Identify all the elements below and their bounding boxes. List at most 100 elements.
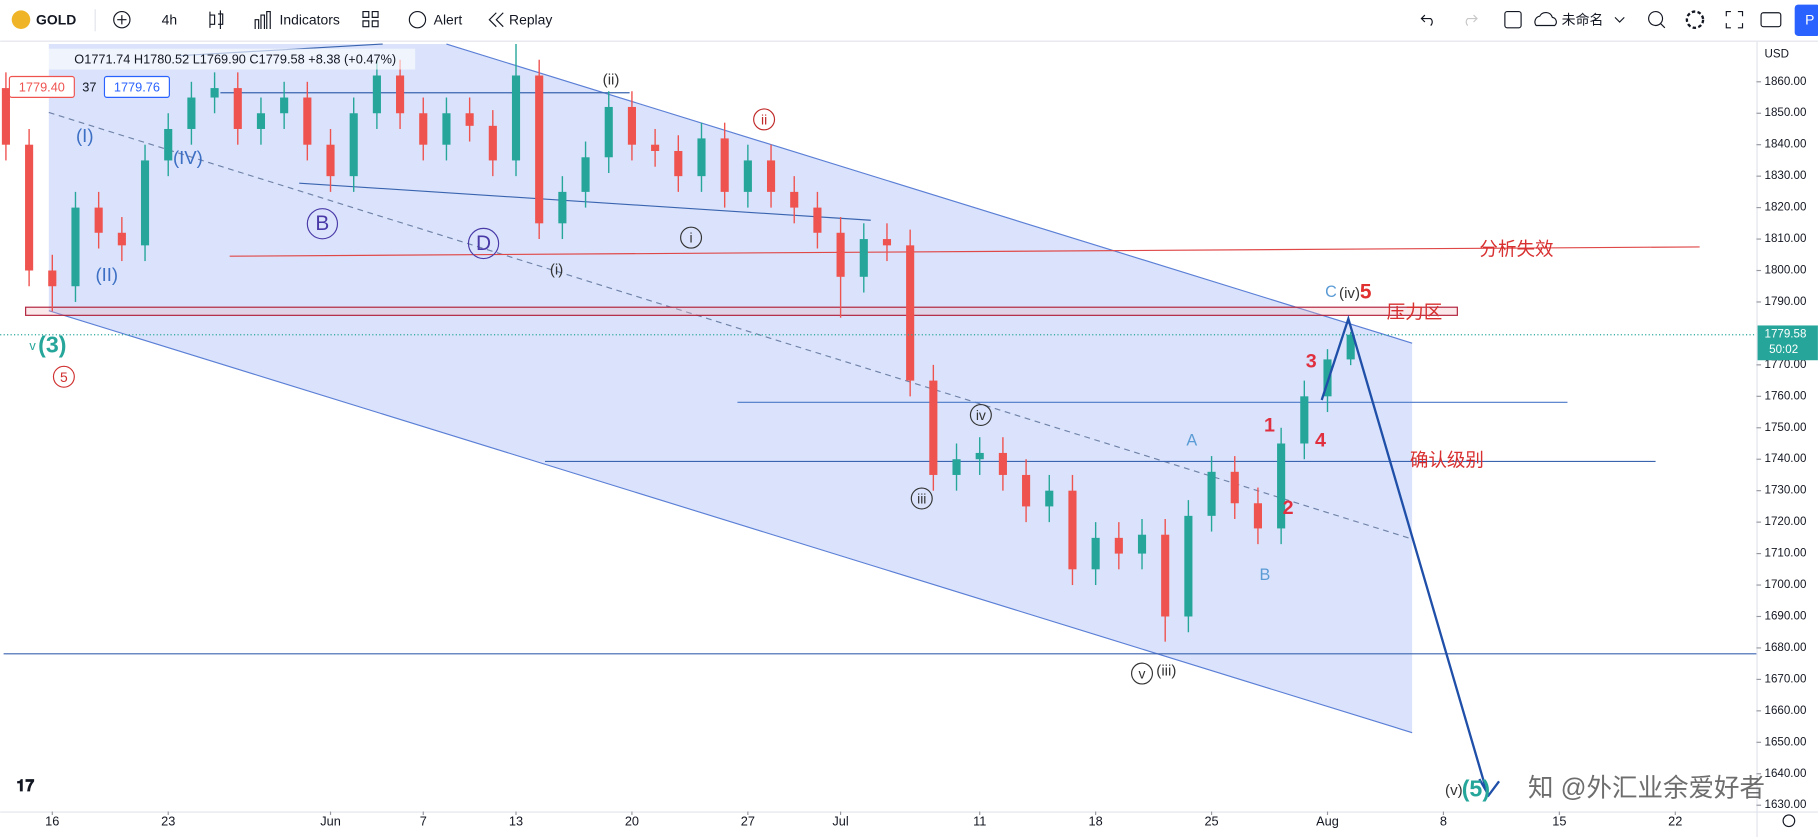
candle-body (1114, 537, 1123, 554)
candle-body (929, 380, 938, 475)
axis-settings[interactable] (1782, 814, 1796, 828)
templates[interactable] (362, 11, 379, 28)
candle-body (906, 245, 915, 381)
y-tick-label: 1710.00 (1765, 548, 1807, 560)
x-tick-label: 22 (1668, 813, 1682, 828)
y-tick-label: 1850.00 (1765, 107, 1807, 119)
snapshot[interactable] (1760, 12, 1782, 28)
alert[interactable]: Alert (434, 12, 463, 28)
publish[interactable]: P (1805, 12, 1814, 28)
candle-body (604, 106, 613, 158)
wave-circle (680, 226, 703, 249)
chart-type[interactable] (209, 10, 224, 29)
wave-label: (ii) (603, 71, 620, 88)
legend-bg (7, 48, 416, 70)
candle-body (1, 88, 10, 145)
wave-label: (3) (38, 331, 66, 357)
forecast-arrow (1320, 314, 1489, 795)
invalid-line (229, 246, 1700, 257)
candle-body (766, 160, 776, 192)
x-tick-label: 16 (45, 813, 59, 828)
candle-body (326, 144, 335, 177)
y-tick-label: 1790.00 (1765, 296, 1807, 308)
channel-top (446, 43, 1413, 344)
wave-label: iv (976, 407, 986, 423)
candle-body (882, 239, 892, 246)
wave-label: (i) (550, 262, 563, 279)
sell-price: 1779.40 (19, 79, 65, 94)
y-tick-label: 1660.00 (1765, 705, 1807, 717)
y-tick-label: 1750.00 (1765, 422, 1807, 434)
y-tick-label: 1770.00 (1765, 359, 1807, 371)
settings[interactable] (1685, 10, 1705, 29)
wave-label: C (1325, 283, 1337, 301)
indicators[interactable]: Indicators (280, 12, 340, 28)
candle-body (1022, 474, 1031, 507)
symbol[interactable]: GOLD (36, 12, 76, 28)
x-tick-label: 18 (1089, 813, 1103, 828)
wave-circle (52, 365, 75, 388)
wave-circle (753, 108, 776, 131)
x-tick-label: Jun (320, 813, 341, 828)
candle-body (743, 160, 752, 192)
replay-icon[interactable] (488, 12, 504, 28)
candle-body (511, 75, 521, 161)
x-tick-label: 7 (420, 813, 427, 828)
interval[interactable]: 4h (162, 12, 177, 28)
wave-label: (v) (1445, 782, 1463, 799)
channel (48, 44, 1413, 733)
candle-body (187, 97, 196, 129)
candle-body (1207, 471, 1216, 516)
y-tick-label: 1800.00 (1765, 265, 1807, 277)
x-tick-label: Aug (1316, 813, 1339, 828)
y-tick-label: 1830.00 (1765, 170, 1807, 182)
layout-menu[interactable] (1614, 16, 1625, 23)
candle-body (25, 144, 34, 271)
layout-icon[interactable] (1504, 11, 1522, 29)
candle-body (859, 239, 868, 277)
candle-body (280, 97, 289, 114)
candle-body (233, 88, 242, 129)
currency: USD (1765, 48, 1789, 60)
add-symbol[interactable] (113, 11, 131, 29)
candle-body (1137, 534, 1147, 554)
candle-body (164, 128, 173, 161)
symbol-icon[interactable] (11, 10, 31, 29)
candle-body (1323, 359, 1332, 397)
layout-name[interactable]: 未命名 (1562, 12, 1604, 28)
fullscreen[interactable] (1725, 11, 1744, 29)
candle-body (94, 207, 103, 233)
wave-label: 确认级别 (1410, 450, 1484, 471)
replay[interactable]: Replay (509, 12, 552, 28)
buy-price: 1779.76 (114, 79, 160, 94)
arrow-head (1478, 778, 1501, 798)
y-tick-label: 1630.00 (1765, 799, 1807, 811)
candle-body (720, 138, 729, 192)
tv-logo: 𝟏𝟕 (16, 777, 34, 795)
publish-button[interactable] (1794, 4, 1818, 36)
candle-body (998, 452, 1007, 475)
indicators-icon[interactable] (254, 11, 271, 29)
y-tick-label: 1820.00 (1765, 202, 1807, 214)
search[interactable] (1648, 11, 1664, 27)
candle-body (210, 88, 219, 98)
undo[interactable] (1420, 14, 1433, 26)
wave-label: 1 (1264, 414, 1275, 436)
wave-label: B (1259, 566, 1270, 584)
y-tick-label: 1680.00 (1765, 642, 1807, 654)
wave-label: (IV) (173, 147, 203, 168)
wave-circle (969, 404, 992, 427)
wave-label: 5 (60, 369, 68, 385)
redo[interactable] (1465, 14, 1478, 26)
alert-icon[interactable] (408, 11, 427, 29)
cloud[interactable] (1534, 12, 1557, 27)
candle-body (790, 191, 799, 208)
candle-body (488, 125, 497, 161)
y-tick-label: 1810.00 (1765, 233, 1807, 245)
wave-label: i (690, 230, 693, 246)
x-tick-label: Jul (832, 813, 848, 828)
y-tick-label: 1690.00 (1765, 610, 1807, 622)
last-price: 1779.58 (1765, 329, 1807, 341)
x-tick-label: 25 (1204, 813, 1218, 828)
